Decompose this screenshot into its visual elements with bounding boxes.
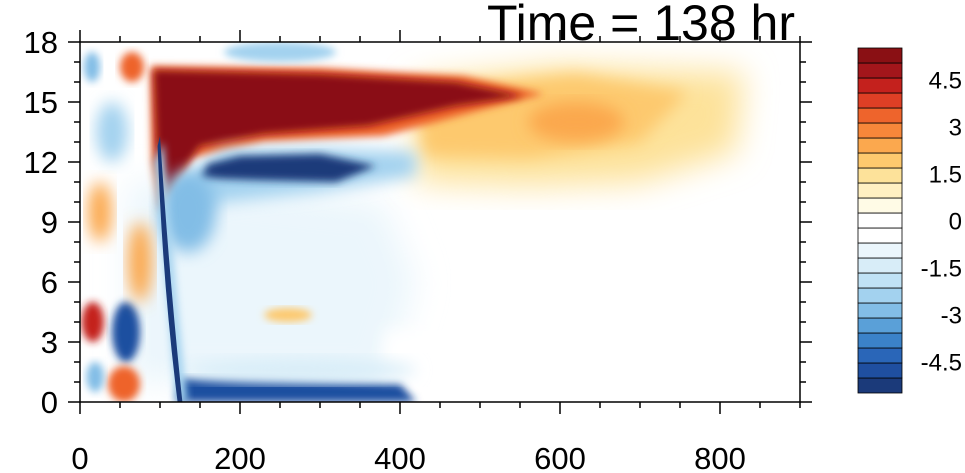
colorbar-box (857, 107, 903, 124)
colorbar-label: 3 (949, 114, 962, 141)
upper-positive-band (153, 70, 524, 192)
colorbar-box (857, 227, 903, 244)
colorbar-box (857, 167, 903, 184)
y-tick-label: 3 (41, 325, 58, 360)
colorbar-box (857, 332, 903, 349)
colorbar-box (857, 92, 903, 109)
faint-negative-lower (384, 330, 800, 392)
colorbar-box (857, 152, 903, 169)
slanted-negative-streak (157, 136, 183, 402)
chart-title: Time = 138 hr (487, 0, 795, 51)
colorbar-label: 1.5 (929, 161, 962, 188)
mid-orange-patch (264, 308, 312, 322)
positive-tail-patch (528, 102, 624, 142)
colorbar-box (857, 377, 903, 394)
left-positive-blob (81, 302, 105, 342)
left-orange-upper (88, 182, 112, 242)
y-tick-label: 9 (41, 205, 58, 240)
x-tick-label: 200 (214, 441, 266, 473)
colorbar-label: 0 (949, 209, 962, 236)
negative-band-core (200, 154, 376, 182)
y-tick-label: 6 (41, 265, 58, 300)
negative-band-left (160, 172, 216, 252)
colorbar-label: -4.5 (921, 350, 962, 377)
near-surface-light (184, 358, 416, 382)
y-axis: 0 3 6 9 12 15 18 (24, 25, 812, 420)
colorbar-box (857, 347, 903, 364)
colorbar-box (857, 197, 903, 214)
colorbar-box (857, 77, 903, 94)
colorbar-box (857, 47, 903, 64)
x-tick-label: 800 (694, 441, 746, 473)
y-tick-label: 18 (24, 25, 58, 60)
colorbar-box (857, 287, 903, 304)
left-orange-mid (128, 222, 152, 302)
left-red-top (120, 52, 144, 82)
colorbar-box (857, 362, 903, 379)
y-tick-label: 12 (24, 145, 58, 180)
left-negative-blob (112, 302, 140, 362)
colorbar-box (857, 302, 903, 319)
colorbar-box (857, 137, 903, 154)
colorbar-box (857, 257, 903, 274)
near-surface-negative (176, 378, 416, 402)
x-tick-label: 600 (534, 441, 586, 473)
colorbar-box (857, 182, 903, 199)
heatmap-field (81, 42, 800, 402)
colorbar-box (857, 122, 903, 139)
left-blue-low (86, 362, 104, 392)
colorbar-box (857, 212, 903, 229)
colorbar-box (857, 62, 903, 79)
colorbar-label: -3 (941, 303, 962, 330)
colorbar: 4.5 3 1.5 0 -1.5 -3 -4.5 (857, 47, 962, 394)
colorbar-box (857, 272, 903, 289)
y-tick-label: 15 (24, 85, 58, 120)
colorbar-box (857, 242, 903, 259)
colorbar-label: 4.5 (929, 67, 962, 94)
plot-area (79, 41, 801, 403)
left-blue-top (84, 52, 100, 82)
top-blue-streak (224, 42, 336, 62)
colorbar-label: -1.5 (921, 256, 962, 283)
x-axis: 0 200 400 600 800 (71, 30, 801, 473)
x-tick-label: 400 (374, 441, 426, 473)
left-blue-upper (96, 102, 128, 162)
colorbar-box (857, 317, 903, 334)
x-tick-label: 0 (71, 441, 88, 473)
y-tick-label: 0 (41, 385, 58, 420)
left-orange-low (108, 366, 140, 402)
